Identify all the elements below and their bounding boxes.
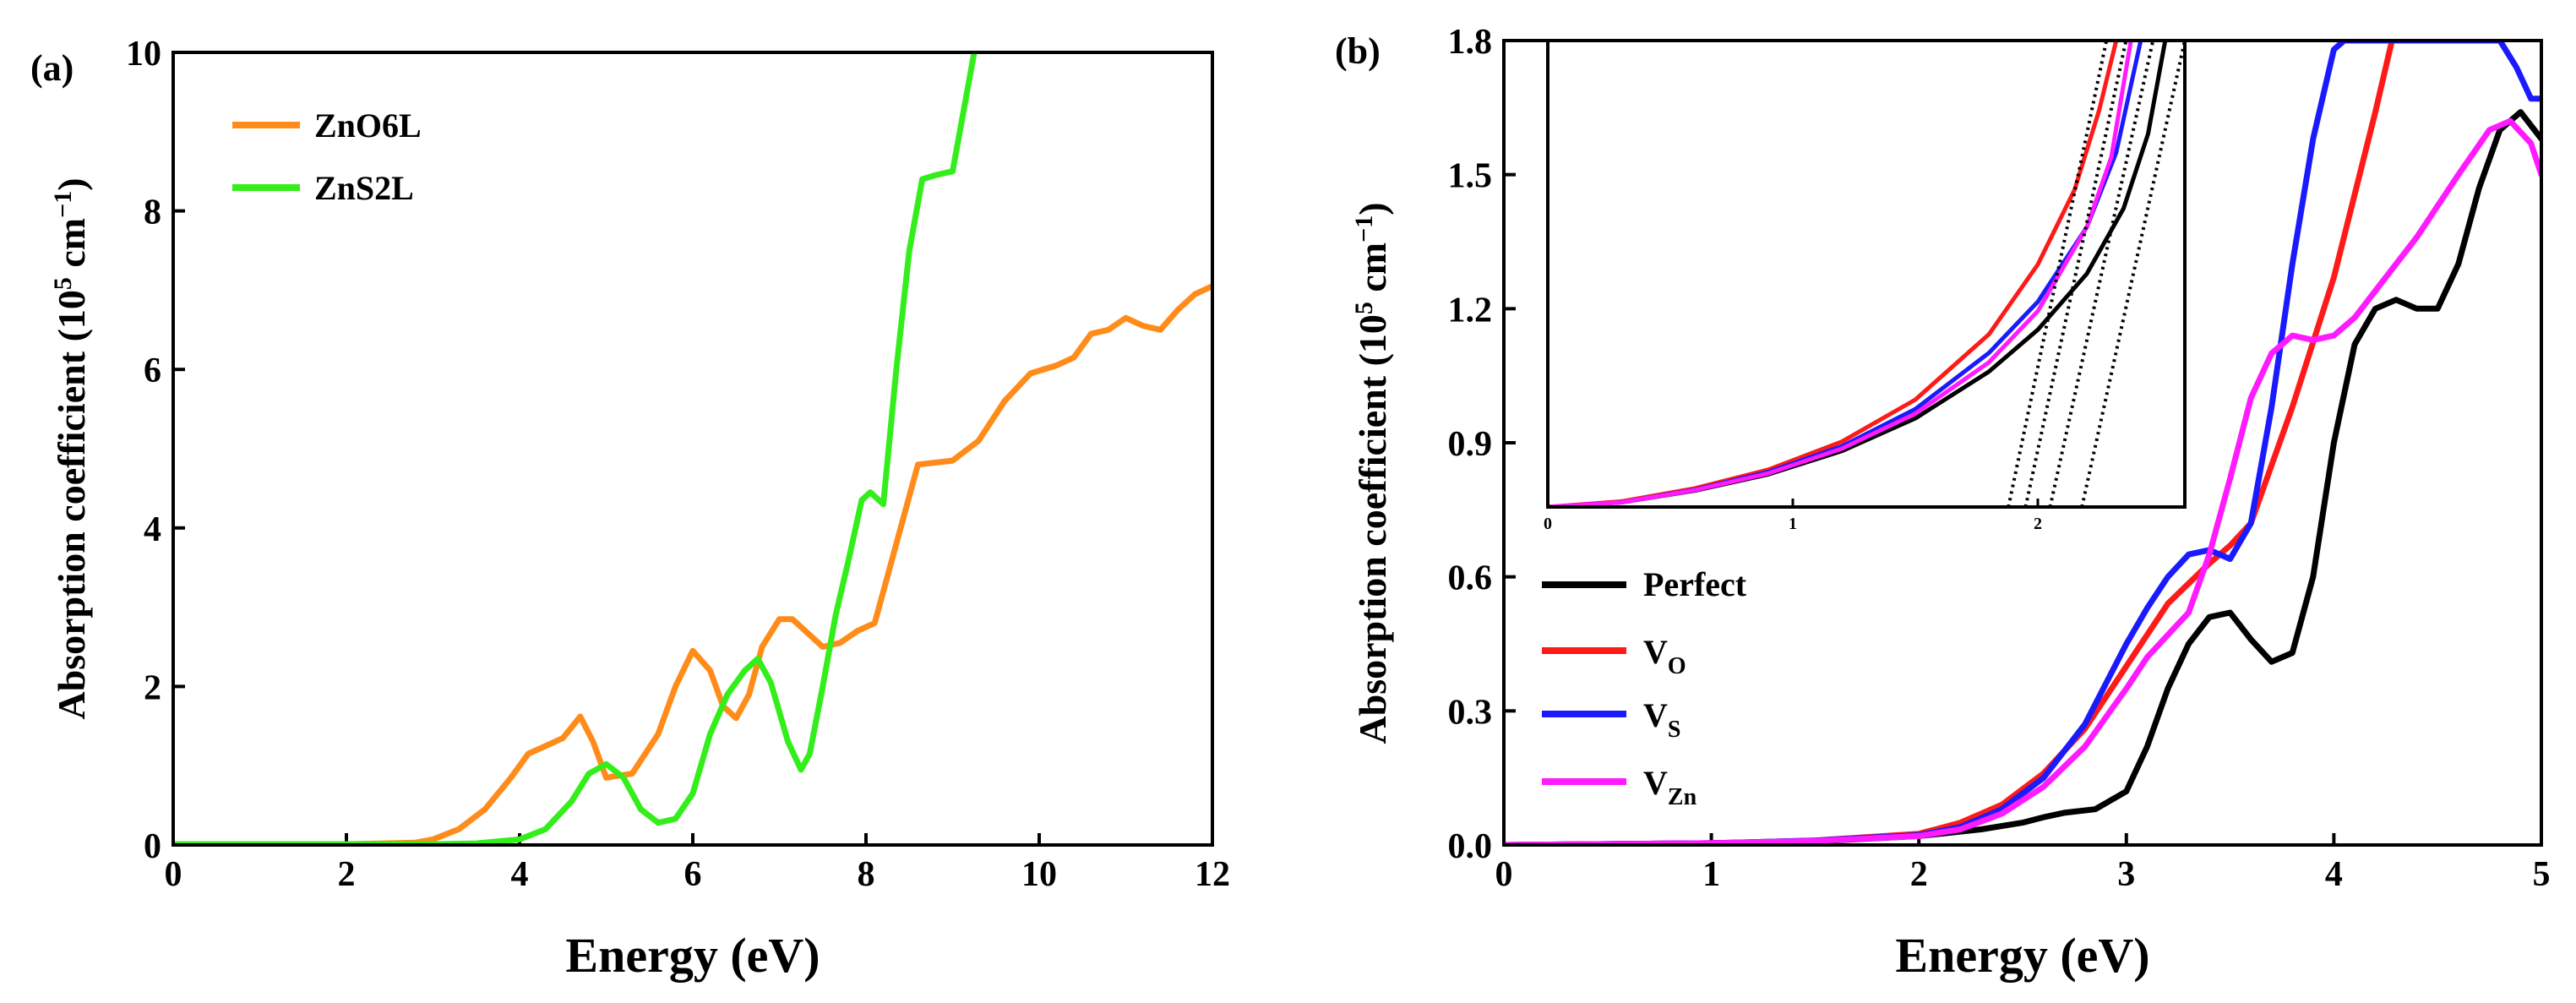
panel-b-label: (b) (1335, 30, 1381, 72)
panel-b-ytick-label-6: 1.8 (1448, 23, 1493, 62)
panel-b-ticks: 0 1 2 3 4 5 0.0 0.3 0.6 0.9 1.2 1.5 1.8 (1448, 23, 2551, 894)
legend-label-vzn: VZn (1643, 764, 1697, 810)
inset-xtick-label-2: 2 (2034, 515, 2042, 533)
panel-a-curves (173, 52, 1212, 845)
panel-a-ticks: 0 2 4 6 8 10 12 0 2 4 6 8 10 (126, 35, 1230, 894)
panel-a-x-title: Energy (eV) (565, 928, 820, 983)
inset-tangent-2 (2048, 41, 2155, 507)
panel-b: (b) 0 1 2 3 4 5 0.0 0.3 0.6 0.9 1.2 1.5 1.8 0 1 2 Perf… (1335, 23, 2551, 983)
panel-a-y-title: Absorption coefficient (105 cm−1) (49, 177, 93, 719)
inset-plot: 0 1 2 (1544, 39, 2187, 533)
panel-b-series-perfect (1504, 109, 2541, 845)
legend-label-vs: VS (1643, 696, 1680, 743)
panel-b-y-title: Absorption coefficient (105 cm−1) (1350, 202, 1394, 744)
legend-label-vo: VO (1643, 633, 1686, 679)
panel-b-legend: Perfect VO VS VZn (1542, 565, 1747, 810)
legend-label-perfect: Perfect (1643, 565, 1747, 603)
inset-curves (1548, 41, 2185, 507)
panel-a-ytick-label-1: 2 (144, 668, 161, 707)
inset-xtick-label-1: 1 (1789, 515, 1797, 533)
inset-series-vzn (1548, 41, 2133, 507)
inset-tangent-0 (2007, 41, 2109, 507)
panel-a-ytick-label-3: 6 (144, 352, 161, 390)
inset-frame (1546, 39, 2187, 509)
panel-a-xtick-label-6: 12 (1195, 855, 1230, 894)
panel-b-xtick-label-2: 2 (1910, 855, 1928, 894)
panel-a-ytick-label-0: 0 (144, 827, 161, 866)
panel-a-legend: ZnO6L ZnS2L (232, 106, 422, 207)
panel-a-series-zns2l (173, 52, 978, 845)
panel-a-series-zno6l (173, 283, 1212, 845)
panel-b-series-vzn (1504, 117, 2541, 845)
panel-b-xtick-label-4: 4 (2325, 855, 2343, 894)
panel-a-xtick-label-5: 10 (1021, 855, 1057, 894)
panel-b-x-title: Energy (eV) (1895, 928, 2149, 983)
panel-a-xtick-label-1: 2 (338, 855, 356, 894)
panel-b-ytick-label-4: 1.2 (1448, 291, 1493, 330)
panel-b-curves (1504, 41, 2541, 845)
panel-a-xtick-label-4: 8 (858, 855, 875, 894)
panel-b-ytick-label-1: 0.3 (1448, 693, 1493, 732)
inset-tangent-3 (2080, 41, 2185, 507)
panel-b-ytick-label-0: 0.0 (1448, 827, 1493, 866)
legend-label-zno6l: ZnO6L (314, 106, 422, 144)
panel-a-ytick-label-5: 10 (126, 35, 161, 74)
panel-b-ytick-label-3: 0.9 (1448, 425, 1493, 464)
inset-tangent-1 (2023, 41, 2128, 507)
panel-b-xtick-label-1: 1 (1702, 855, 1720, 894)
panel-a: (a) 0 2 4 6 8 10 12 0 2 4 6 8 10 ZnO6L ZnS2L Energy … (30, 35, 1230, 983)
panel-b-xtick-label-3: 3 (2117, 855, 2135, 894)
panel-a-xtick-label-0: 0 (165, 855, 182, 894)
panel-b-ytick-label-5: 1.5 (1448, 157, 1493, 196)
panel-a-label: (a) (30, 47, 74, 89)
panel-a-xtick-label-2: 4 (511, 855, 529, 894)
panel-b-ytick-label-2: 0.6 (1448, 559, 1493, 598)
panel-a-frame (172, 51, 1214, 847)
panel-b-xtick-label-5: 5 (2533, 855, 2551, 894)
legend-label-zns2l: ZnS2L (314, 169, 414, 207)
panel-a-ytick-label-2: 4 (144, 510, 161, 549)
panel-b-xtick-label-0: 0 (1495, 855, 1513, 894)
panel-a-xtick-label-3: 6 (684, 855, 702, 894)
inset-xtick-label-0: 0 (1544, 515, 1552, 533)
panel-a-ytick-label-4: 8 (144, 194, 161, 232)
